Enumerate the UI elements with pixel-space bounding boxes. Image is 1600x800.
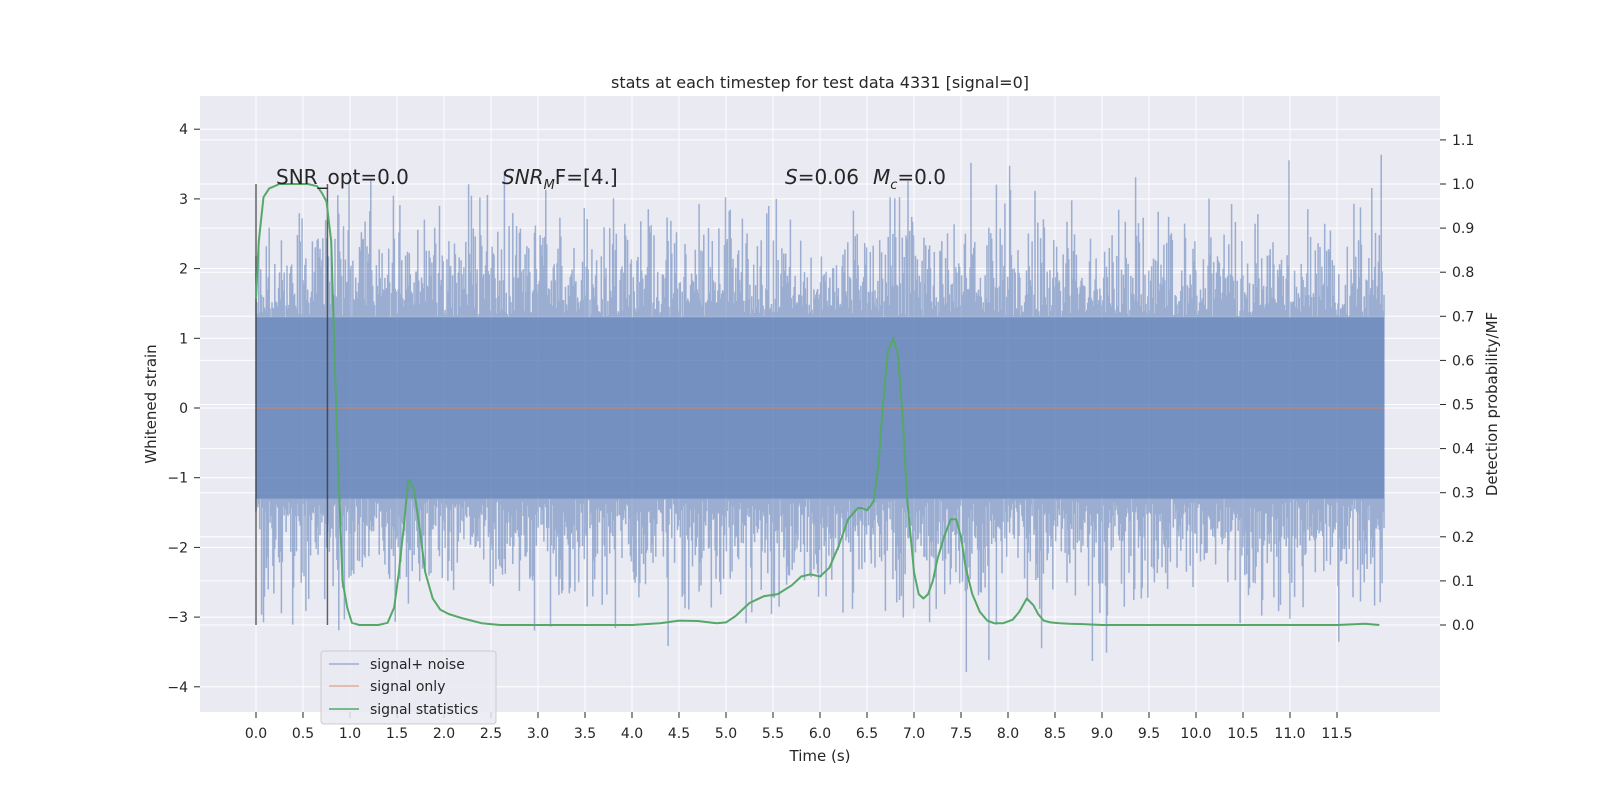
legend-label-noise: signal+ noise: [370, 657, 465, 673]
x-tick-label: 11.0: [1274, 726, 1305, 742]
annotation-mc-value: =0.0: [897, 165, 946, 189]
x-tick-label: 9.5: [1138, 726, 1160, 742]
x-tick-label: 8.5: [1044, 726, 1066, 742]
x-tick-label: 4.5: [668, 726, 690, 742]
y2-tick-label: 1.1: [1452, 133, 1474, 149]
annotation-mc-sub: c: [890, 178, 897, 193]
vertical-markers: [255, 184, 329, 625]
annotation-snr-opt: SNR_opt=0.0: [276, 165, 409, 189]
y2-tick-label: 0.5: [1452, 398, 1474, 414]
x-tick-label: 10.5: [1227, 726, 1258, 742]
y2-axis-label: Detection probability/MF: [1483, 312, 1501, 496]
y-axis-label: Whitened strain: [142, 344, 160, 463]
legend-label-statistics: signal statistics: [370, 702, 478, 718]
x-axis-label: Time (s): [789, 747, 851, 765]
y-tick-label: 2: [179, 262, 188, 278]
x-tick-label: 2.5: [480, 726, 502, 742]
signal-statistics-line: [255, 183, 1380, 626]
y2-tick-label: 0.6: [1452, 353, 1474, 369]
x-tick-label: 9.0: [1091, 726, 1113, 742]
y2-tick-label: 0.0: [1452, 618, 1474, 634]
x-tick-labels: 0.0 0.5 1.0 1.5 2.0 2.5 3.0 3.5 4.0 4.5 5.0 5.5 6.0 6…: [245, 712, 1353, 742]
annotation-s-mc: S=0.06 Mc=0.0: [785, 165, 946, 193]
x-tick-label: 3.5: [574, 726, 596, 742]
y-tick-label: 0: [179, 401, 188, 417]
legend: signal+ noise signal only signal statist…: [320, 650, 497, 725]
signal-statistics-series: [255, 183, 1380, 626]
legend-box: [320, 650, 497, 725]
x-tick-label: 6.0: [809, 726, 831, 742]
y2-tick-label: 0.1: [1452, 574, 1474, 590]
annotation-snr-mf-sub: M: [544, 178, 555, 193]
x-tick-label: 1.5: [386, 726, 408, 742]
x-tick-label: 8.0: [997, 726, 1019, 742]
y-tick-label: 1: [179, 331, 188, 347]
x-tick-label: 10.0: [1180, 726, 1211, 742]
x-tick-label: 2.0: [433, 726, 455, 742]
annotation-mc-name: M: [873, 165, 890, 189]
annotation-snr-mf-value: F=[4.]: [555, 165, 618, 189]
y-tick-label: −4: [167, 680, 188, 696]
annotation-s-name: S: [785, 165, 798, 189]
x-tick-label: 7.0: [903, 726, 925, 742]
y2-tick-label: 0.4: [1452, 442, 1474, 458]
y-tick-label: 3: [179, 192, 188, 208]
y2-tick-label: 0.7: [1452, 309, 1474, 325]
x-tick-label: 1.0: [339, 726, 361, 742]
y2-tick-label: 0.9: [1452, 221, 1474, 237]
y-tick-labels: −4 −3 −2 −1 0 1 2 3 4: [167, 122, 200, 696]
legend-label-signal: signal only: [370, 679, 445, 695]
y-tick-label: −1: [167, 471, 188, 487]
y-tick-label: −2: [167, 540, 188, 556]
x-tick-label: 0.5: [292, 726, 314, 742]
x-tick-label: 4.0: [621, 726, 643, 742]
x-tick-label: 7.5: [950, 726, 972, 742]
x-tick-label: 3.0: [527, 726, 549, 742]
y-tick-label: −3: [167, 610, 188, 626]
y2-tick-labels: 0.0 0.1 0.2 0.3 0.4 0.5 0.6 0.7 0.8 0.9 1.0 1.1: [1440, 133, 1474, 634]
y2-tick-label: 1.0: [1452, 177, 1474, 193]
x-tick-label: 0.0: [245, 726, 267, 742]
chart-title: stats at each timestep for test data 433…: [611, 73, 1029, 92]
annotation-snr-mf: SNRMF=[4.]: [502, 165, 618, 193]
x-tick-label: 6.5: [856, 726, 878, 742]
annotation-s-value: =0.06: [798, 165, 859, 189]
x-tick-label: 5.0: [715, 726, 737, 742]
y-tick-label: 4: [179, 122, 188, 138]
y2-tick-label: 0.3: [1452, 486, 1474, 502]
x-tick-label: 5.5: [762, 726, 784, 742]
annotation-snr-mf-name: SNR: [502, 165, 544, 189]
y2-tick-label: 0.2: [1452, 530, 1474, 546]
x-tick-label: 11.5: [1321, 726, 1352, 742]
y2-tick-label: 0.8: [1452, 265, 1474, 281]
